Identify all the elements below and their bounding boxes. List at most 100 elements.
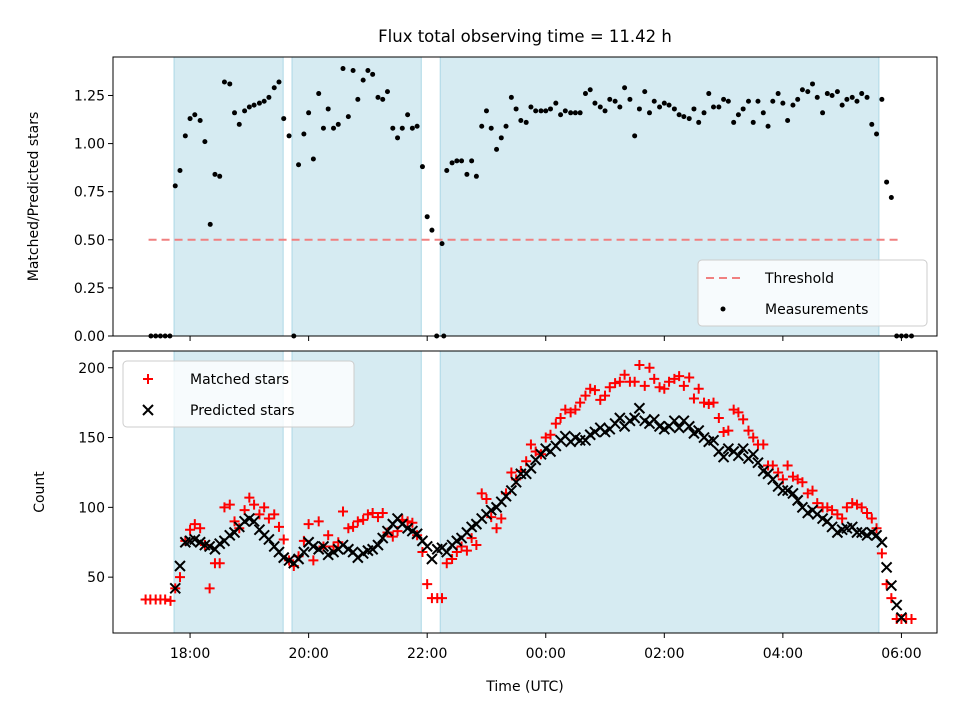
matched-star-point (219, 502, 230, 513)
matched-star-point (748, 432, 759, 443)
predicted-star-point (372, 539, 384, 551)
matched-star-point (323, 530, 334, 541)
measurement-point (266, 94, 272, 100)
observing-interval-band (173, 56, 284, 337)
measurement-point (785, 117, 791, 123)
matched-star-point (362, 509, 373, 520)
matched-star-point (876, 548, 887, 559)
measurement-point (494, 146, 500, 152)
measurement-point (706, 91, 712, 97)
matched-star-point (866, 513, 877, 524)
measurement-point (325, 106, 331, 112)
matched-star-point (555, 413, 566, 424)
measurement-point (533, 108, 539, 114)
series-predicted-stars (169, 402, 908, 624)
predicted-star-point (648, 413, 660, 426)
measurement-point (646, 110, 652, 116)
measurement-point (301, 131, 307, 137)
measurement-point (562, 108, 568, 114)
matched-star-point (471, 540, 482, 551)
matched-star-point (407, 517, 418, 528)
measurement-point (380, 96, 386, 102)
measurement-point (375, 94, 381, 100)
top-panel: 0.00 0.25 0.50 0.75 1.00 1.25 Matched/Predicte… (26, 56, 938, 345)
y-tick-label: 100 (78, 500, 105, 516)
measurement-point (395, 135, 401, 141)
matched-star-point (718, 426, 729, 437)
matched-star-point (654, 382, 665, 393)
measurement-point (627, 96, 633, 102)
measurement-point (553, 100, 559, 106)
predicted-star-point (377, 532, 389, 544)
measurement-point (384, 89, 390, 95)
x-tick-label: 00:00 (526, 646, 566, 662)
predicted-star-point (174, 560, 186, 572)
matched-star-point (244, 492, 255, 503)
predicted-star-point (876, 536, 888, 548)
legend-label: Measurements (765, 302, 868, 318)
measurement-point (582, 91, 588, 97)
measurement-point (651, 98, 657, 104)
bottom-panel: 50 100 150 200 18:00 20:00 22:00 00:00 02:00 04:0… (32, 350, 938, 662)
measurement-point (874, 131, 880, 137)
predicted-star-point (505, 484, 518, 497)
matched-star-point (343, 523, 354, 534)
predicted-star-point (169, 582, 181, 595)
measurement-point (780, 100, 786, 106)
measurement-point (721, 96, 727, 102)
measurement-point (686, 116, 692, 122)
predicted-star-point (263, 533, 275, 546)
matched-star-point (649, 373, 660, 384)
matched-star-point (678, 380, 689, 391)
predicted-star-point (510, 476, 522, 488)
matched-star-point (165, 595, 176, 606)
measurement-point (765, 123, 771, 129)
matched-star-point (684, 372, 695, 383)
measurement-point (592, 100, 598, 106)
matched-star-point (303, 519, 314, 530)
measurement-point (429, 227, 435, 233)
measurement-point (182, 133, 188, 139)
predicted-star-point (298, 546, 310, 558)
measurement-point (370, 71, 376, 77)
matched-star-point (841, 502, 852, 513)
predicted-star-point (292, 553, 305, 565)
measurement-point (844, 96, 850, 102)
predicted-star-point (411, 528, 423, 540)
matched-star-point (229, 516, 240, 527)
matched-star-point (585, 383, 596, 394)
measurement-point (469, 158, 475, 164)
legend-label: Matched stars (190, 372, 289, 388)
matched-star-point (699, 397, 710, 408)
measurement-point (760, 110, 766, 116)
predicted-star-point (870, 529, 883, 541)
legend: Matched stars Predicted stars (122, 360, 355, 428)
measurement-point (671, 106, 677, 112)
measurement-point (187, 116, 193, 122)
measurement-point (217, 173, 223, 179)
measurement-point (399, 125, 405, 131)
measurement-point (439, 241, 445, 247)
predicted-star-point (791, 494, 804, 507)
predicted-star-point (732, 449, 745, 462)
matched-star-point (278, 534, 289, 545)
measurement-point (523, 119, 529, 125)
matched-star-point (807, 485, 818, 496)
legend-measurement-swatch (720, 306, 726, 312)
measurement-point (172, 183, 178, 189)
matched-star-point (886, 593, 897, 604)
matched-star-point (614, 376, 625, 387)
matched-star-point (437, 593, 448, 604)
y-tick-label: 1.00 (74, 137, 105, 153)
measurement-point (405, 112, 411, 118)
matched-star-point (634, 359, 645, 370)
measurement-point (750, 119, 756, 125)
legend-box (697, 259, 928, 327)
predicted-star-point (683, 420, 695, 433)
predicted-star-point (752, 456, 764, 469)
measurement-point (859, 91, 865, 97)
matched-star-point (496, 513, 507, 524)
matched-star-point (189, 519, 200, 530)
matched-star-point (506, 467, 517, 478)
measurement-point (414, 123, 420, 129)
